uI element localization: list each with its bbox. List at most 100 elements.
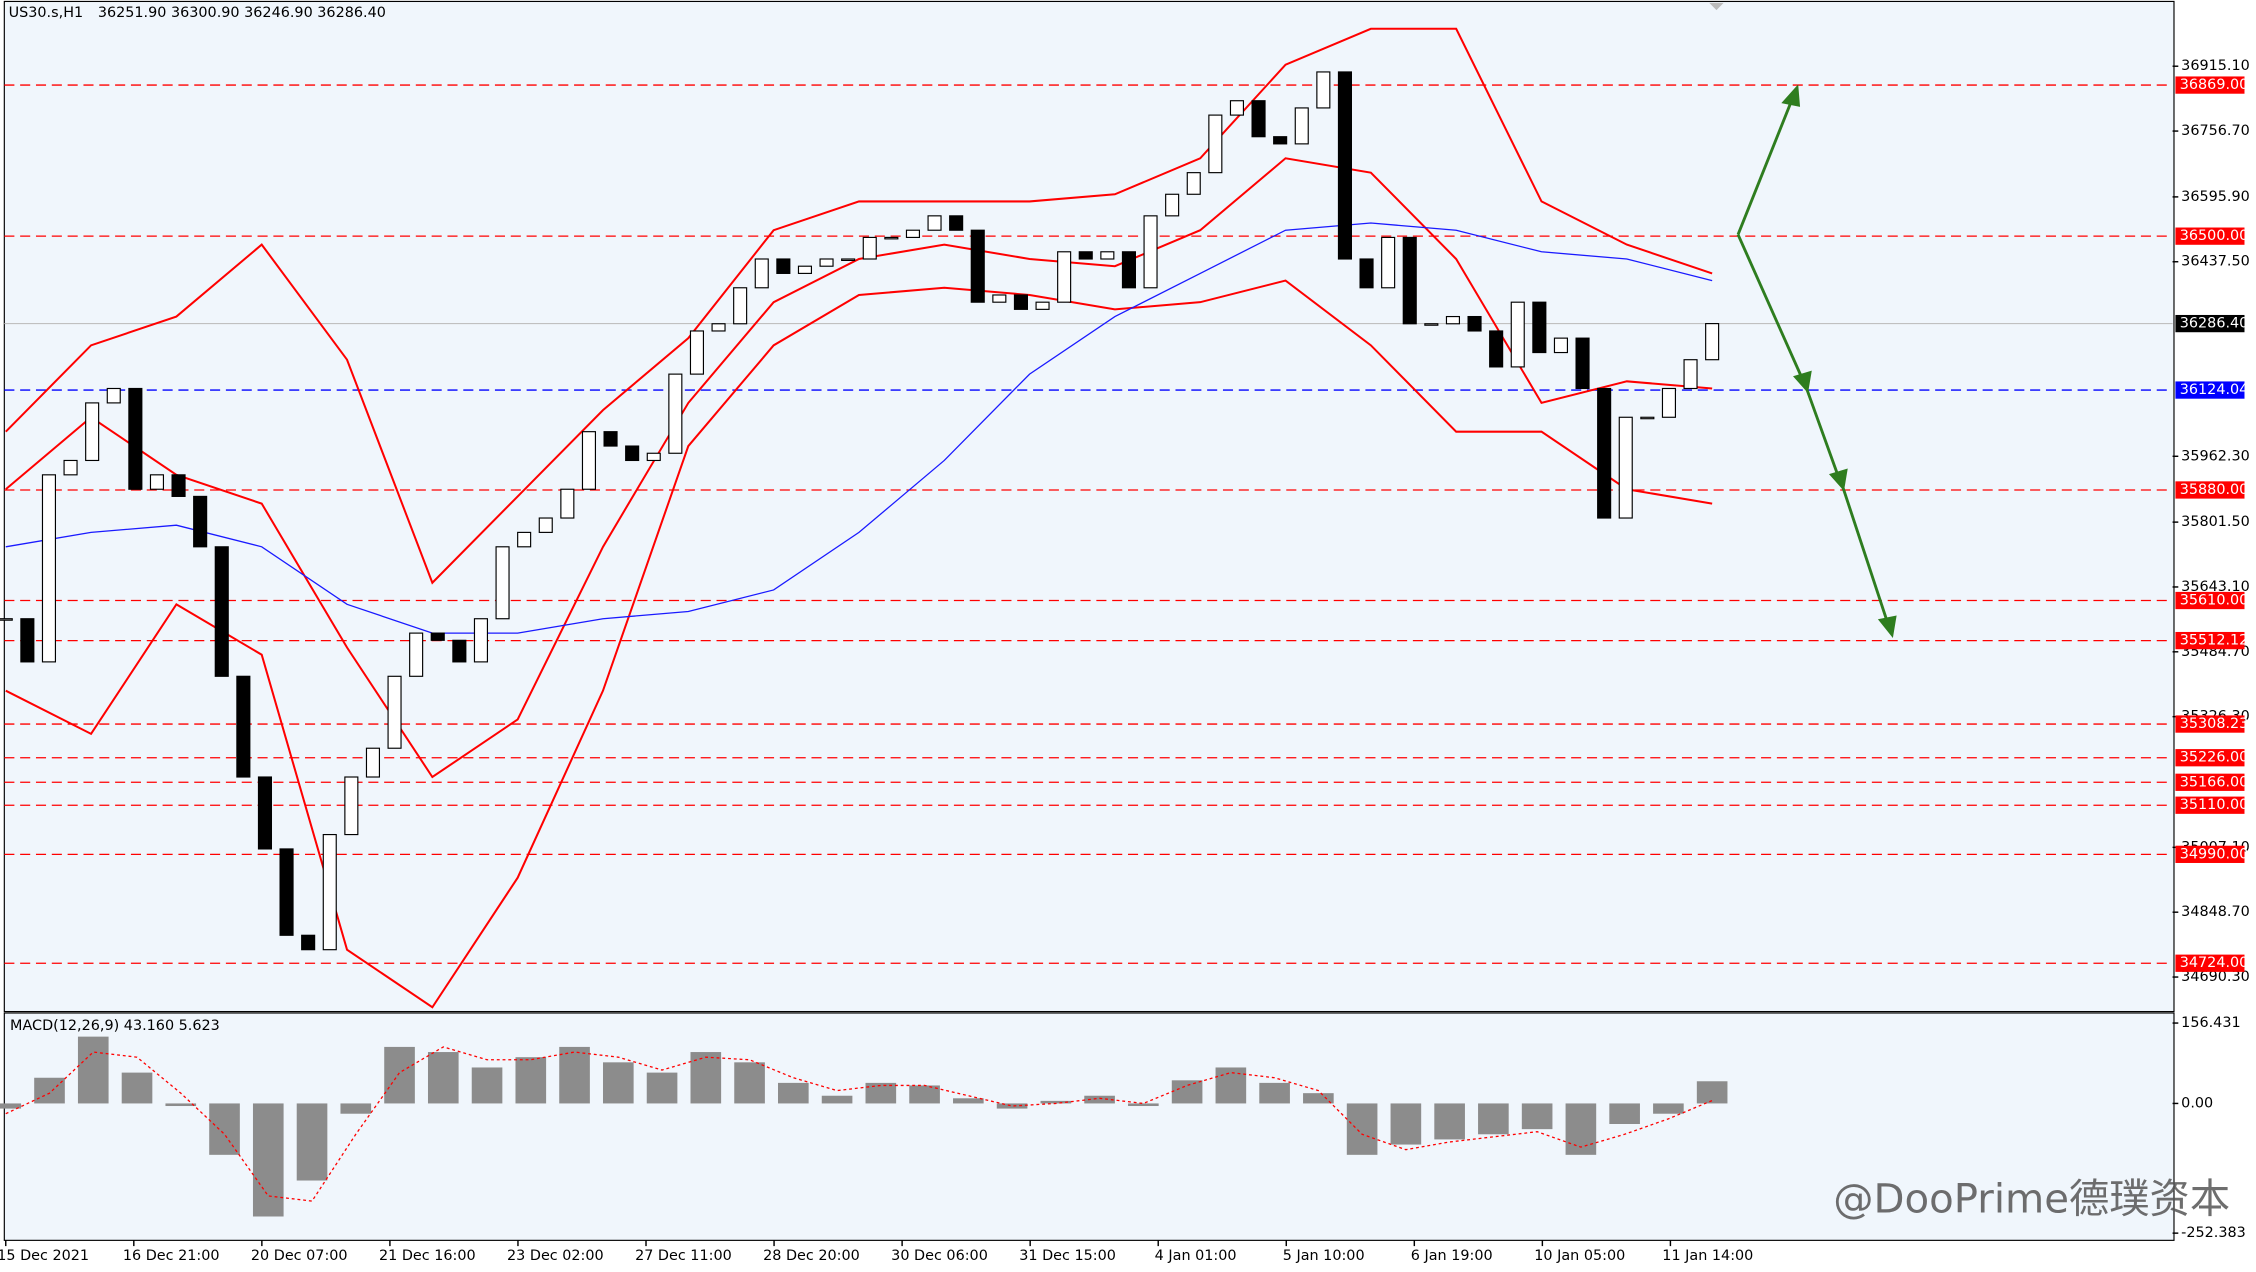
candle [560,488,575,519]
candle [1208,114,1223,174]
level-box [2175,227,2245,245]
candle [452,639,467,663]
macd-bar [646,1072,678,1104]
macd-bar [602,1062,634,1104]
macd-bar [209,1103,240,1155]
candle [1337,71,1353,260]
candle [819,258,834,267]
level-box [2175,715,2245,733]
level-label: 34724.00 [2180,955,2249,971]
macd-bar [1346,1103,1378,1155]
candle [1532,301,1547,354]
macd-bar [734,1062,765,1104]
arrow-head [1781,84,1801,107]
macd-bar [865,1082,897,1104]
candle [1424,323,1439,326]
level-label: 35610.00 [2180,593,2249,609]
time-label: 31 Dec 15:00 [1019,1248,1116,1264]
candle [754,258,769,289]
candle [797,265,813,274]
macd-bar [384,1046,415,1104]
candle [85,402,100,462]
candle [1035,301,1050,310]
content: 36915.10 36756.70 36595.90 36437.50 35962.30… [0,27,2250,1264]
candle [149,474,165,490]
candle [473,618,489,663]
macd-bar [1565,1103,1597,1155]
macd-bar [296,1103,328,1181]
level-box [2175,749,2245,767]
candle [1294,107,1309,145]
price-pane [3,0,2175,1013]
arrow-line [1841,487,1890,624]
arrow-line [1736,233,1805,381]
macd-tick-label: 0.00 [2181,1095,2213,1111]
candle [603,431,618,447]
candle [1013,294,1029,310]
moving-average [5,222,1713,634]
macd-bar [821,1095,853,1104]
macd-bar [471,1067,503,1104]
watermark: @DooPrime德璞资本 [1833,1176,2230,1222]
candle [1251,100,1266,138]
bollinger-lower [5,279,1713,1009]
candle [1381,236,1396,289]
candle [1316,71,1331,109]
candle [171,474,186,497]
candle [1618,416,1633,519]
arrow-head [1877,615,1897,638]
macd-bar [515,1057,547,1104]
candle [1273,136,1288,145]
candle [862,236,877,260]
candle [214,546,229,677]
candle [1165,193,1180,217]
candle [0,618,13,621]
arrow-head [1793,370,1812,394]
level-label: 34990.00 [2180,846,2249,862]
time-label: 20 Dec 07:00 [251,1248,348,1264]
macd-bar [0,1103,22,1109]
level-box [2175,631,2245,650]
candle [301,934,316,951]
price-tick-label: 34690.30 [2181,969,2250,985]
candle [517,531,532,548]
macd-bar [1128,1103,1159,1107]
candle [1553,337,1568,354]
level-box [2175,773,2245,791]
price-tick-label: 35962.30 [2181,448,2250,464]
macd-bar [1390,1103,1422,1145]
price-tick-label: 36595.90 [2181,189,2250,205]
candle [387,675,402,749]
candle [905,229,921,238]
candle [1640,416,1655,420]
macd-bar [1215,1067,1247,1104]
candle [236,675,251,778]
candle [106,387,121,404]
price-tick-label: 35643.10 [2181,579,2250,595]
symbol: US30.s,H1 [9,5,84,21]
candle [279,848,294,936]
macd-bar [953,1098,984,1104]
candle [1575,337,1590,390]
candle [1597,387,1612,519]
candle [1467,315,1482,332]
time-label: 11 Jan 14:00 [1662,1248,1753,1264]
scroll-marker [1709,2,1724,11]
level-label: 35166.00 [2180,774,2249,790]
macd-pane [3,1012,2175,1241]
level-box [2175,76,2245,94]
macd-bar [1696,1081,1728,1104]
candle [63,459,78,476]
candle [992,294,1007,303]
bollinger-upper [5,27,1713,585]
level-box [2175,796,2245,814]
candle [495,546,510,620]
candle [1661,387,1676,418]
macd-bar [1653,1103,1684,1114]
macd-bar [34,1077,65,1104]
candle [927,215,942,231]
forecast-arrows [1736,84,1897,638]
level-box [2175,954,2245,972]
candle [322,833,337,951]
